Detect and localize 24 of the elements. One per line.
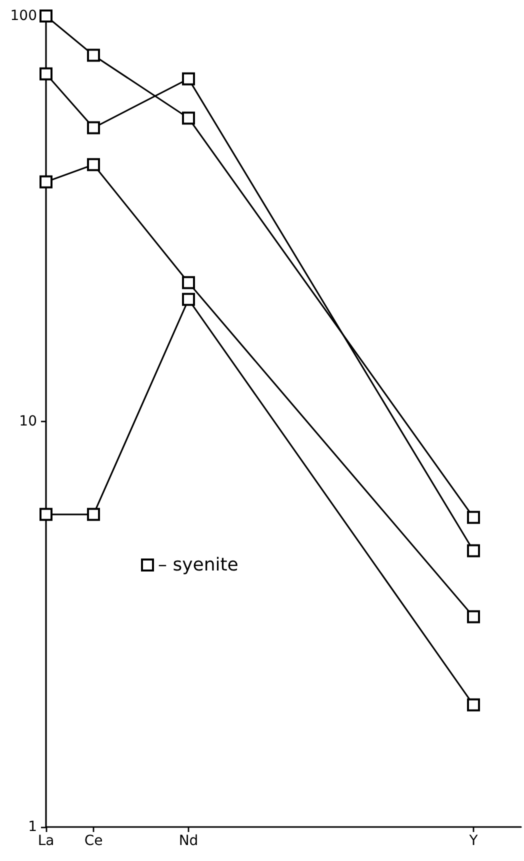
point [182,276,195,290]
y-tick-label: 100 [10,8,37,24]
point [467,544,480,558]
point [40,67,52,80]
x-tick-label: La [38,833,54,849]
point [40,508,52,521]
point [182,112,195,125]
point [87,158,100,172]
point [87,121,100,134]
point [182,292,195,306]
point [87,508,100,521]
y-tick-label: 1 [28,819,37,835]
x-tick-label: Nd [178,833,198,849]
point [467,698,480,712]
x-tick-label: Y [468,833,478,849]
point [87,48,100,62]
point [40,175,52,188]
y-tick-label: 10 [19,414,37,430]
point [40,10,52,22]
legend-label: – syenite [158,554,238,576]
x-tick-label: Ce [84,833,103,849]
point [467,510,480,524]
point [467,610,480,624]
point [182,72,195,86]
